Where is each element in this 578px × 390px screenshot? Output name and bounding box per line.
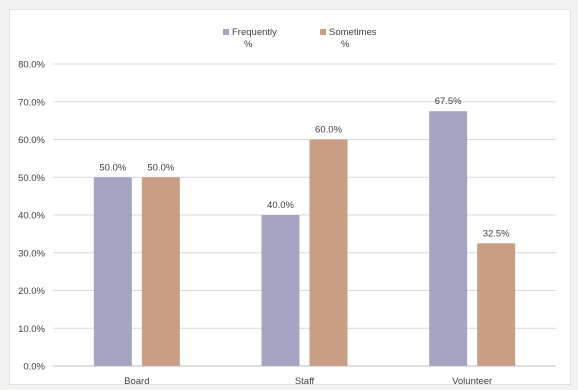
chart-area: 0.0% 10.0% 20.0% 30.0% 40.0% 50.0% 60.0% 70.0% 8… <box>9 9 571 387</box>
y-tick-label: 70.0% <box>18 97 45 108</box>
bar-chart: 0.0% 10.0% 20.0% 30.0% 40.0% 50.0% 60.0% 70.0% 8… <box>18 27 556 387</box>
y-tick-label: 10.0% <box>18 324 45 335</box>
data-labels: 50.0% 50.0% 40.0% 60.0% 67.5% 32.5% <box>99 96 510 239</box>
data-label: 40.0% <box>267 200 294 211</box>
x-axis-categories: Board Staff Volunteer <box>124 376 492 387</box>
legend-label-unit: % <box>244 39 253 50</box>
y-tick-label: 40.0% <box>18 211 45 222</box>
data-label: 50.0% <box>99 162 126 173</box>
data-label: 60.0% <box>315 125 342 136</box>
y-axis-ticks: 0.0% 10.0% 20.0% 30.0% 40.0% 50.0% 60.0% 70.0% 8… <box>18 60 45 373</box>
y-tick-label: 80.0% <box>18 60 45 71</box>
x-category-label: Staff <box>295 376 315 384</box>
x-category-label: Volunteer <box>452 376 492 384</box>
legend: Frequently%Sometimes% <box>223 27 377 50</box>
bar-staff-sometimes <box>309 139 348 366</box>
bar-staff-frequently <box>261 215 300 366</box>
data-label: 32.5% <box>483 228 510 239</box>
bar-volunteer-sometimes <box>477 243 516 366</box>
y-tick-label: 0.0% <box>23 362 45 373</box>
bar-volunteer-frequently <box>429 111 468 366</box>
legend-label: Frequently <box>232 27 277 38</box>
legend-label: Sometimes <box>329 27 377 38</box>
bar-board-frequently <box>93 177 132 366</box>
data-label: 50.0% <box>147 162 174 173</box>
legend-swatch <box>320 29 326 35</box>
legend-label-unit: % <box>341 39 350 50</box>
bars <box>93 111 516 366</box>
y-tick-label: 60.0% <box>18 135 45 146</box>
y-tick-label: 30.0% <box>18 248 45 259</box>
gridlines <box>53 63 556 367</box>
data-label: 67.5% <box>435 96 462 107</box>
y-tick-label: 20.0% <box>18 286 45 297</box>
y-tick-label: 50.0% <box>18 173 45 184</box>
x-category-label: Board <box>124 376 149 384</box>
legend-swatch <box>223 29 229 35</box>
bar-board-sometimes <box>141 177 180 366</box>
